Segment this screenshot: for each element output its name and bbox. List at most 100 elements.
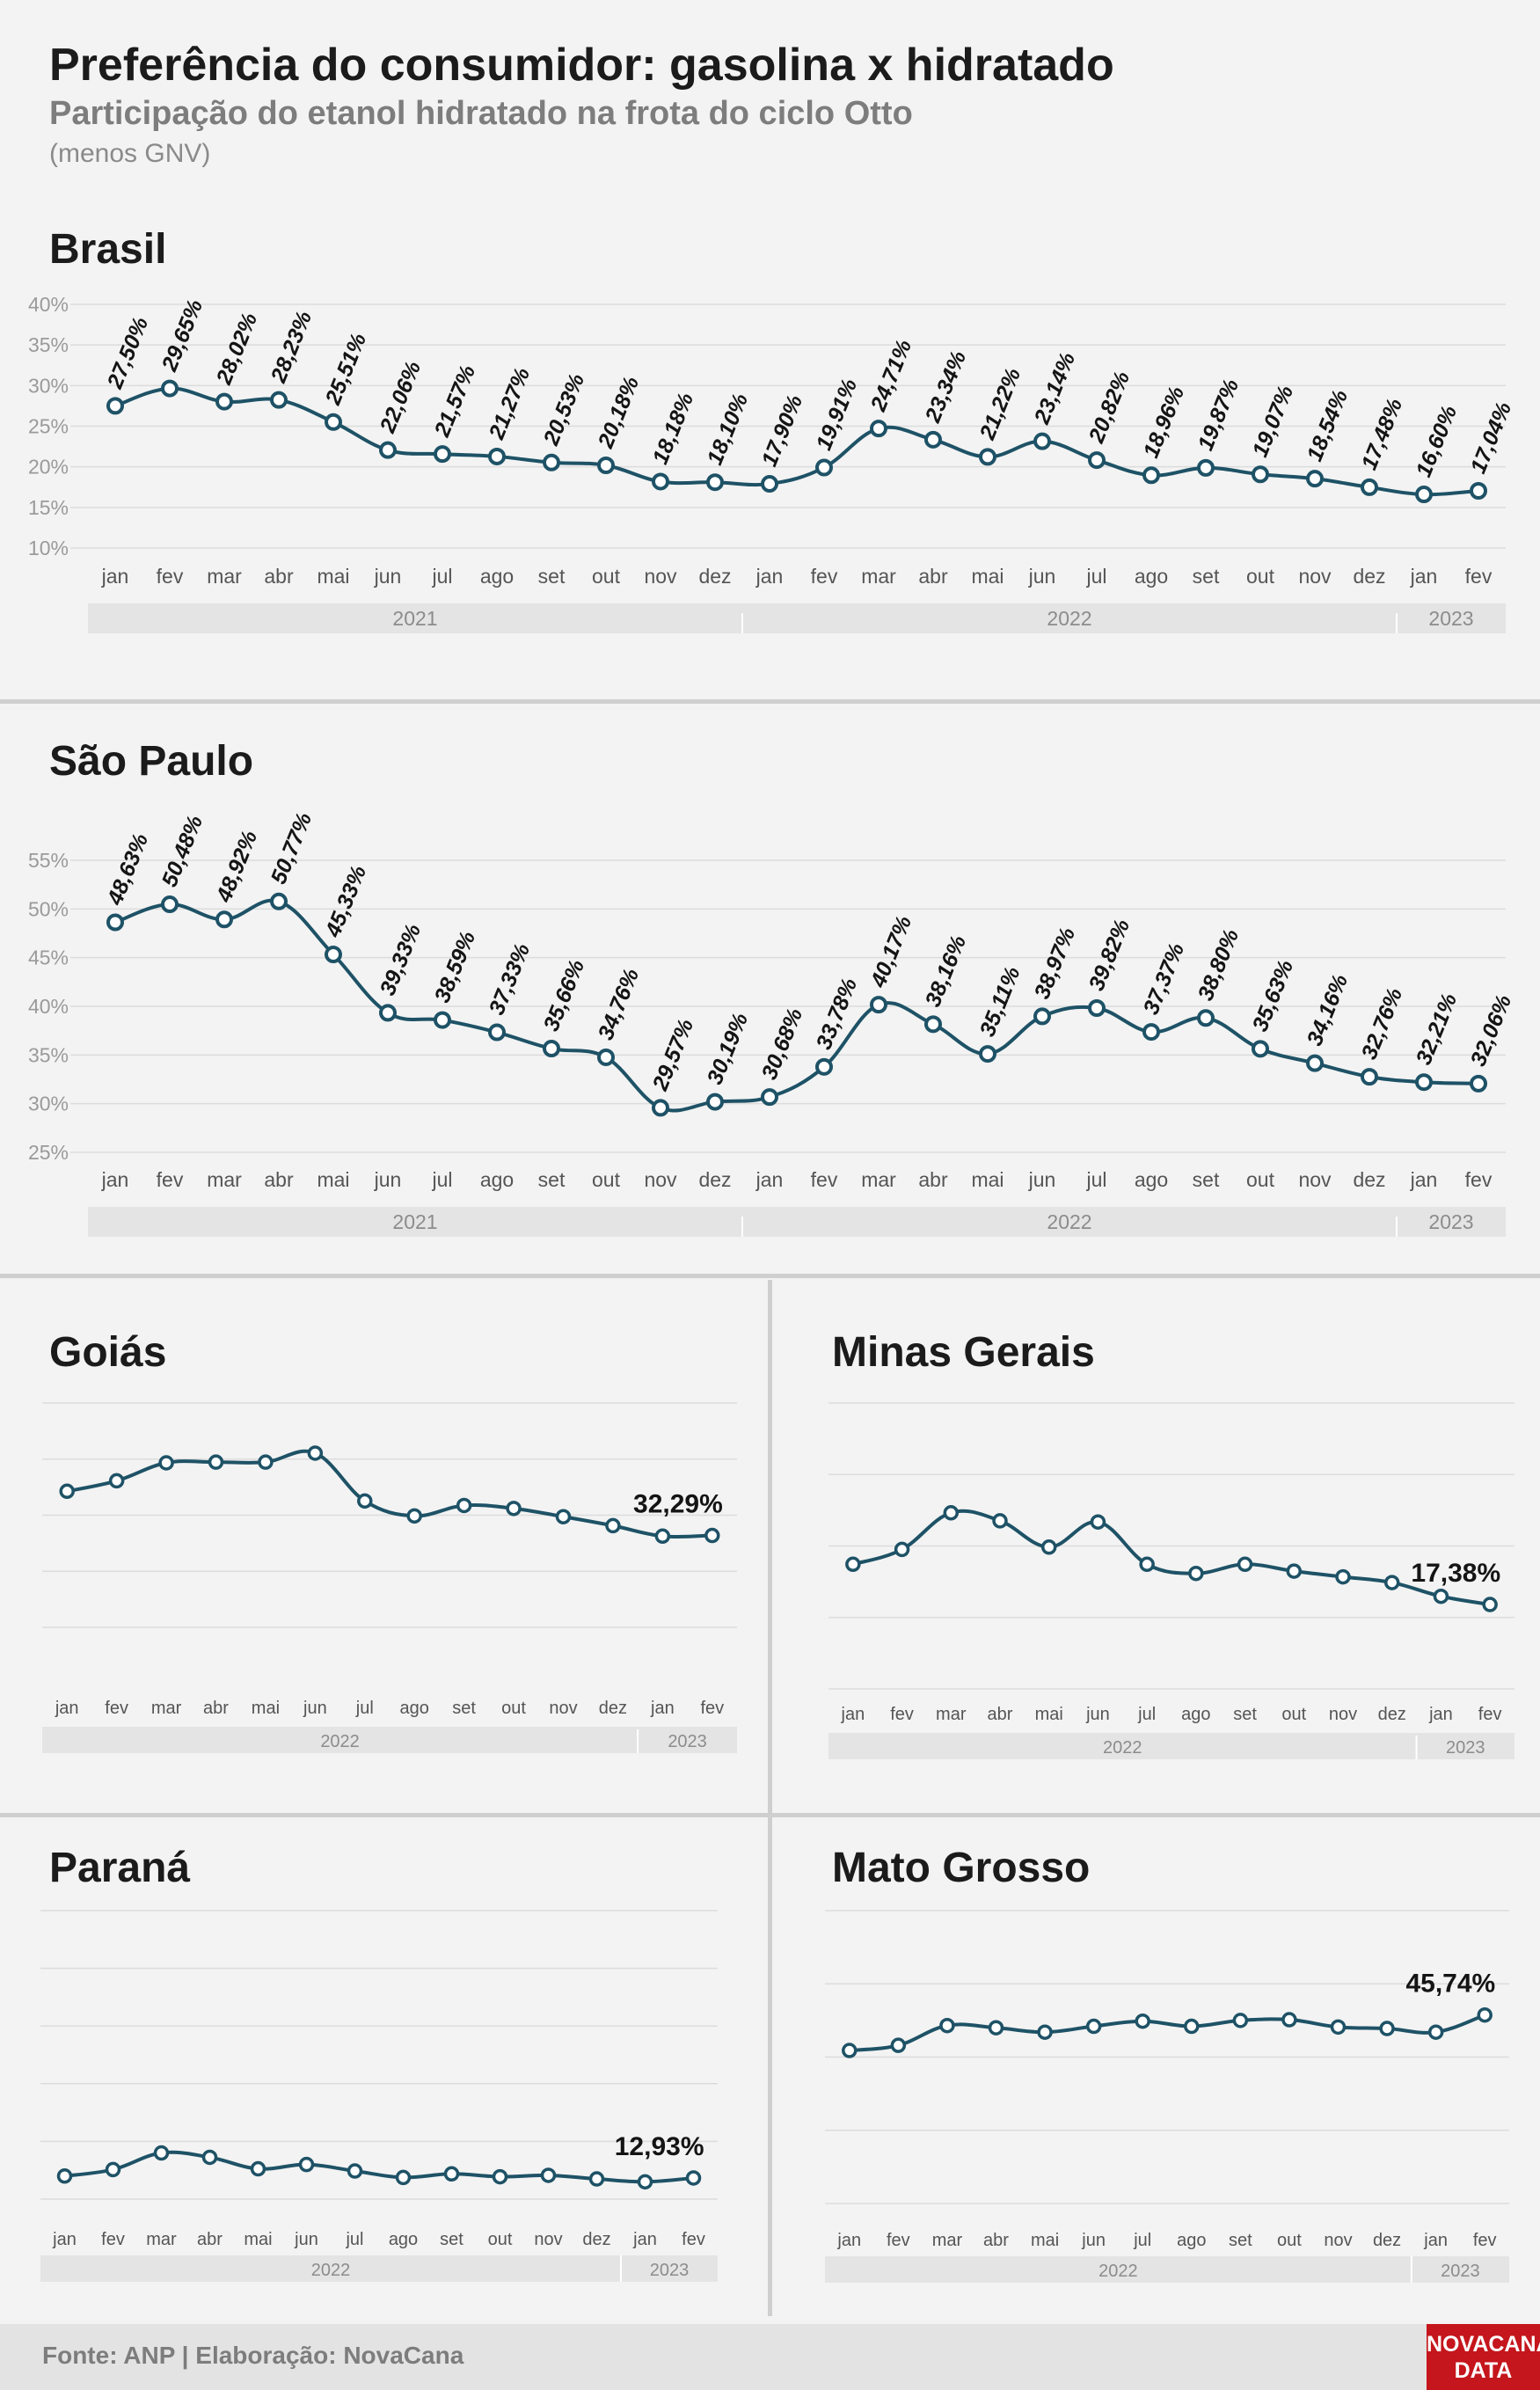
data-point bbox=[307, 1445, 324, 1461]
data-point bbox=[108, 1473, 125, 1489]
year-band bbox=[825, 2256, 1509, 2283]
x-tick-label: fev bbox=[1465, 565, 1493, 588]
data-point bbox=[325, 413, 342, 431]
x-tick-label: jan bbox=[1428, 1705, 1453, 1724]
data-label: 38,80% bbox=[1193, 925, 1244, 1004]
data-label: 38,16% bbox=[921, 932, 972, 1010]
y-tick-label: 40% bbox=[28, 293, 69, 316]
data-point bbox=[870, 996, 887, 1014]
y-tick-label: 55% bbox=[28, 849, 69, 872]
data-point bbox=[845, 1556, 861, 1573]
x-tick-label: mai bbox=[252, 1699, 280, 1718]
data-point bbox=[1415, 486, 1433, 504]
data-point bbox=[1135, 2013, 1150, 2029]
x-tick-label: set bbox=[1193, 565, 1220, 588]
data-label: 24,71% bbox=[865, 336, 916, 415]
data-label: 28,02% bbox=[211, 310, 262, 389]
x-tick-label: mar bbox=[861, 565, 896, 588]
x-tick-label: jan bbox=[1410, 1168, 1438, 1191]
data-point bbox=[1361, 478, 1378, 496]
data-label: 48,92% bbox=[211, 827, 262, 906]
data-point bbox=[1142, 466, 1160, 485]
x-tick-label: dez bbox=[582, 2230, 610, 2249]
data-point bbox=[379, 441, 397, 459]
x-tick-label: mai bbox=[317, 565, 349, 588]
data-label: 33,78% bbox=[812, 975, 863, 1053]
x-tick-label: set bbox=[440, 2230, 463, 2249]
logo-line-1: NOVACANA bbox=[1427, 2332, 1540, 2357]
data-point bbox=[1470, 1074, 1487, 1093]
data-point bbox=[685, 2170, 702, 2186]
data-point bbox=[543, 453, 560, 471]
year-label: 2022 bbox=[1047, 607, 1091, 630]
data-point bbox=[357, 1493, 373, 1509]
x-tick-label: abr bbox=[988, 1705, 1013, 1724]
x-tick-label: mai bbox=[317, 1168, 349, 1191]
logo-line-2: DATA bbox=[1454, 2358, 1513, 2383]
x-tick-label: ago bbox=[480, 1168, 514, 1191]
x-tick-label: dez bbox=[698, 565, 731, 588]
x-tick-label: fev bbox=[101, 2230, 125, 2249]
data-point bbox=[706, 1093, 724, 1111]
data-point bbox=[379, 1004, 397, 1022]
y-tick-label: 25% bbox=[28, 415, 69, 438]
data-point bbox=[1197, 1009, 1215, 1027]
x-tick-label: nov bbox=[644, 565, 677, 588]
data-point bbox=[815, 458, 833, 477]
x-tick-label: ago bbox=[480, 565, 514, 588]
y-tick-label: 30% bbox=[28, 374, 69, 397]
x-tick-label: jan bbox=[755, 565, 784, 588]
x-tick-label: out bbox=[1281, 1705, 1306, 1724]
data-point bbox=[158, 1455, 174, 1471]
data-point bbox=[201, 2149, 218, 2166]
mato-grosso-chart: 2022 2023 jan fev mar abr mai jun jul ago set out no… bbox=[825, 1910, 1509, 2283]
data-point bbox=[1040, 1539, 1057, 1555]
data-point bbox=[761, 1088, 778, 1107]
page-title: Preferência do consumidor: gasolina x hi… bbox=[49, 40, 1114, 91]
year-label: 2022 bbox=[311, 2261, 351, 2280]
data-point bbox=[395, 2169, 412, 2186]
data-label: 30,19% bbox=[703, 1010, 754, 1088]
x-tick-label: dez bbox=[1353, 1168, 1385, 1191]
data-label: 16,60% bbox=[1412, 402, 1463, 480]
x-tick-label: fev bbox=[682, 2230, 705, 2249]
chart-title-sao-paulo: São Paulo bbox=[49, 738, 254, 785]
x-tick-label: jul bbox=[431, 1168, 452, 1191]
x-tick-label: set bbox=[1229, 2231, 1252, 2250]
x-tick-label: jan bbox=[52, 2230, 77, 2249]
data-label: 34,76% bbox=[594, 965, 645, 1043]
x-tick-label: nov bbox=[1298, 1168, 1332, 1191]
data-label: 50,77% bbox=[266, 809, 317, 888]
data-point bbox=[605, 1517, 621, 1534]
data-point bbox=[1433, 1588, 1449, 1604]
chart-title-goias: Goiás bbox=[49, 1329, 167, 1376]
x-tick-label: fev bbox=[157, 565, 184, 588]
x-tick-label: nov bbox=[1298, 565, 1332, 588]
y-tick-label: 15% bbox=[28, 496, 69, 519]
data-label: 30,68% bbox=[757, 1005, 808, 1083]
data-label: 32,76% bbox=[1357, 984, 1408, 1063]
y-tick-label: 40% bbox=[28, 995, 69, 1018]
x-tick-label: abr bbox=[918, 1168, 948, 1191]
data-label: 20,53% bbox=[538, 370, 589, 449]
data-label: 22,06% bbox=[375, 358, 426, 437]
data-label: 32,21% bbox=[1412, 990, 1463, 1068]
data-point bbox=[1335, 1568, 1351, 1585]
data-point bbox=[842, 2043, 858, 2058]
column-divider bbox=[768, 1280, 772, 2316]
novacana-logo: NOVACANA DATA bbox=[1427, 2324, 1540, 2390]
x-tick-label: fev bbox=[1473, 2231, 1497, 2250]
data-point bbox=[1477, 2006, 1493, 2023]
data-point bbox=[979, 448, 996, 466]
data-point bbox=[1037, 2024, 1053, 2040]
data-point bbox=[105, 2161, 121, 2178]
data-label: 19,87% bbox=[1193, 376, 1244, 454]
x-tick-label: ago bbox=[389, 2230, 418, 2249]
data-point bbox=[979, 1045, 996, 1063]
x-tick-label: nov bbox=[549, 1699, 577, 1718]
x-tick-label: fev bbox=[811, 565, 838, 588]
x-tick-label: mai bbox=[971, 565, 1004, 588]
x-tick-label: jul bbox=[1133, 2231, 1151, 2250]
x-tick-label: out bbox=[592, 565, 621, 588]
